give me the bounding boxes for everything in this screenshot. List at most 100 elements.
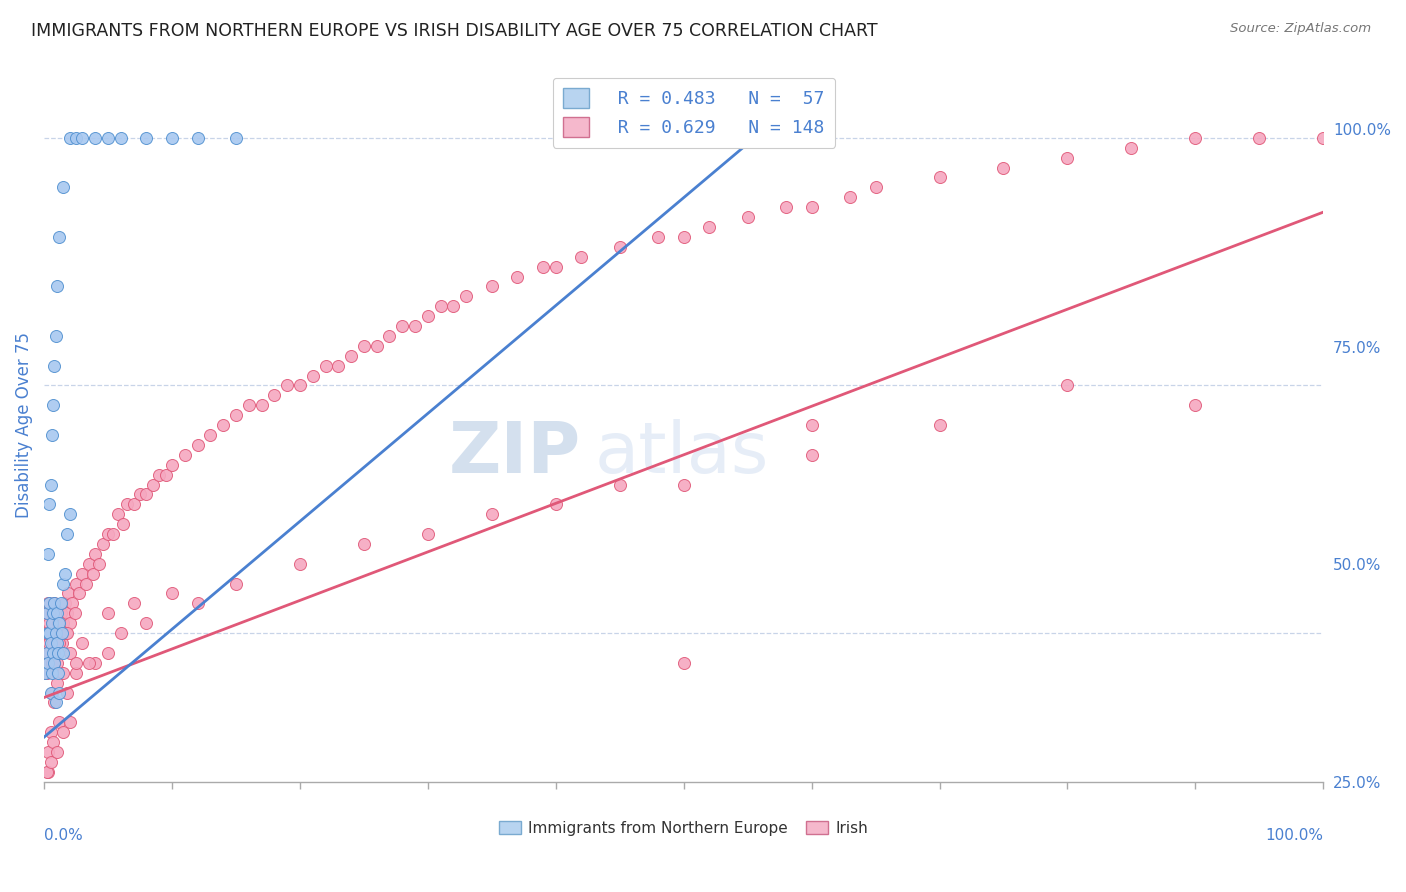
Point — [44, 596, 66, 610]
Point — [200, 428, 222, 442]
Point — [35, 607, 58, 621]
Point — [37, 626, 59, 640]
Point — [37, 626, 59, 640]
Point — [45, 745, 67, 759]
Point — [1121, 141, 1143, 155]
Point — [135, 616, 157, 631]
Point — [276, 378, 298, 392]
Point — [56, 685, 79, 699]
Point — [1056, 378, 1078, 392]
Point — [404, 319, 426, 334]
Point — [160, 458, 183, 472]
Point — [41, 428, 63, 442]
Point — [112, 517, 135, 532]
Point — [82, 566, 104, 581]
Point — [72, 131, 94, 145]
Point — [42, 607, 65, 621]
Point — [48, 230, 70, 244]
Point — [45, 279, 67, 293]
Point — [84, 656, 107, 670]
Point — [45, 675, 67, 690]
Point — [52, 180, 75, 194]
Point — [46, 646, 69, 660]
Point — [51, 626, 73, 640]
Point — [37, 656, 59, 670]
Point — [1056, 151, 1078, 165]
Point — [160, 131, 183, 145]
Point — [48, 685, 70, 699]
Point — [187, 596, 209, 610]
Text: ZIP: ZIP — [449, 419, 581, 488]
Point — [59, 715, 82, 730]
Point — [52, 646, 75, 660]
Point — [800, 448, 823, 462]
Point — [44, 695, 66, 709]
Point — [416, 309, 439, 323]
Point — [45, 656, 67, 670]
Point — [110, 131, 132, 145]
Legend: Immigrants from Northern Europe, Irish: Immigrants from Northern Europe, Irish — [494, 814, 875, 842]
Point — [39, 646, 62, 660]
Point — [52, 576, 75, 591]
Point — [1249, 131, 1271, 145]
Text: 0.0%: 0.0% — [44, 828, 83, 843]
Point — [48, 626, 70, 640]
Point — [39, 626, 62, 640]
Point — [41, 665, 63, 680]
Point — [91, 537, 114, 551]
Point — [59, 646, 82, 660]
Point — [212, 418, 235, 433]
Point — [173, 448, 195, 462]
Point — [672, 656, 695, 670]
Point — [697, 219, 720, 234]
Text: Source: ZipAtlas.com: Source: ZipAtlas.com — [1230, 22, 1371, 36]
Point — [39, 477, 62, 491]
Point — [34, 626, 56, 640]
Point — [672, 230, 695, 244]
Point — [41, 616, 63, 631]
Point — [45, 626, 67, 640]
Point — [35, 607, 58, 621]
Point — [59, 131, 82, 145]
Point — [38, 626, 60, 640]
Point — [53, 566, 76, 581]
Point — [544, 260, 567, 274]
Point — [378, 329, 401, 343]
Point — [63, 607, 86, 621]
Point — [45, 607, 67, 621]
Point — [65, 656, 87, 670]
Point — [340, 349, 363, 363]
Point — [148, 467, 170, 482]
Text: 100.0%: 100.0% — [1265, 828, 1323, 843]
Point — [65, 131, 87, 145]
Point — [429, 299, 451, 313]
Point — [42, 636, 65, 650]
Point — [37, 547, 59, 561]
Point — [44, 596, 66, 610]
Text: IMMIGRANTS FROM NORTHERN EUROPE VS IRISH DISABILITY AGE OVER 75 CORRELATION CHAR: IMMIGRANTS FROM NORTHERN EUROPE VS IRISH… — [31, 22, 877, 40]
Point — [328, 359, 350, 373]
Point — [45, 607, 67, 621]
Point — [225, 408, 247, 422]
Point — [39, 636, 62, 650]
Point — [129, 487, 152, 501]
Point — [135, 131, 157, 145]
Point — [51, 636, 73, 650]
Point — [928, 170, 950, 185]
Point — [55, 626, 77, 640]
Point — [38, 497, 60, 511]
Point — [122, 497, 145, 511]
Point — [416, 527, 439, 541]
Point — [800, 418, 823, 433]
Point — [366, 339, 388, 353]
Point — [103, 527, 125, 541]
Point — [37, 596, 59, 610]
Point — [97, 607, 120, 621]
Point — [1184, 131, 1206, 145]
Point — [39, 755, 62, 769]
Point — [44, 359, 66, 373]
Point — [37, 873, 59, 888]
Point — [737, 210, 759, 224]
Point — [46, 616, 69, 631]
Point — [187, 438, 209, 452]
